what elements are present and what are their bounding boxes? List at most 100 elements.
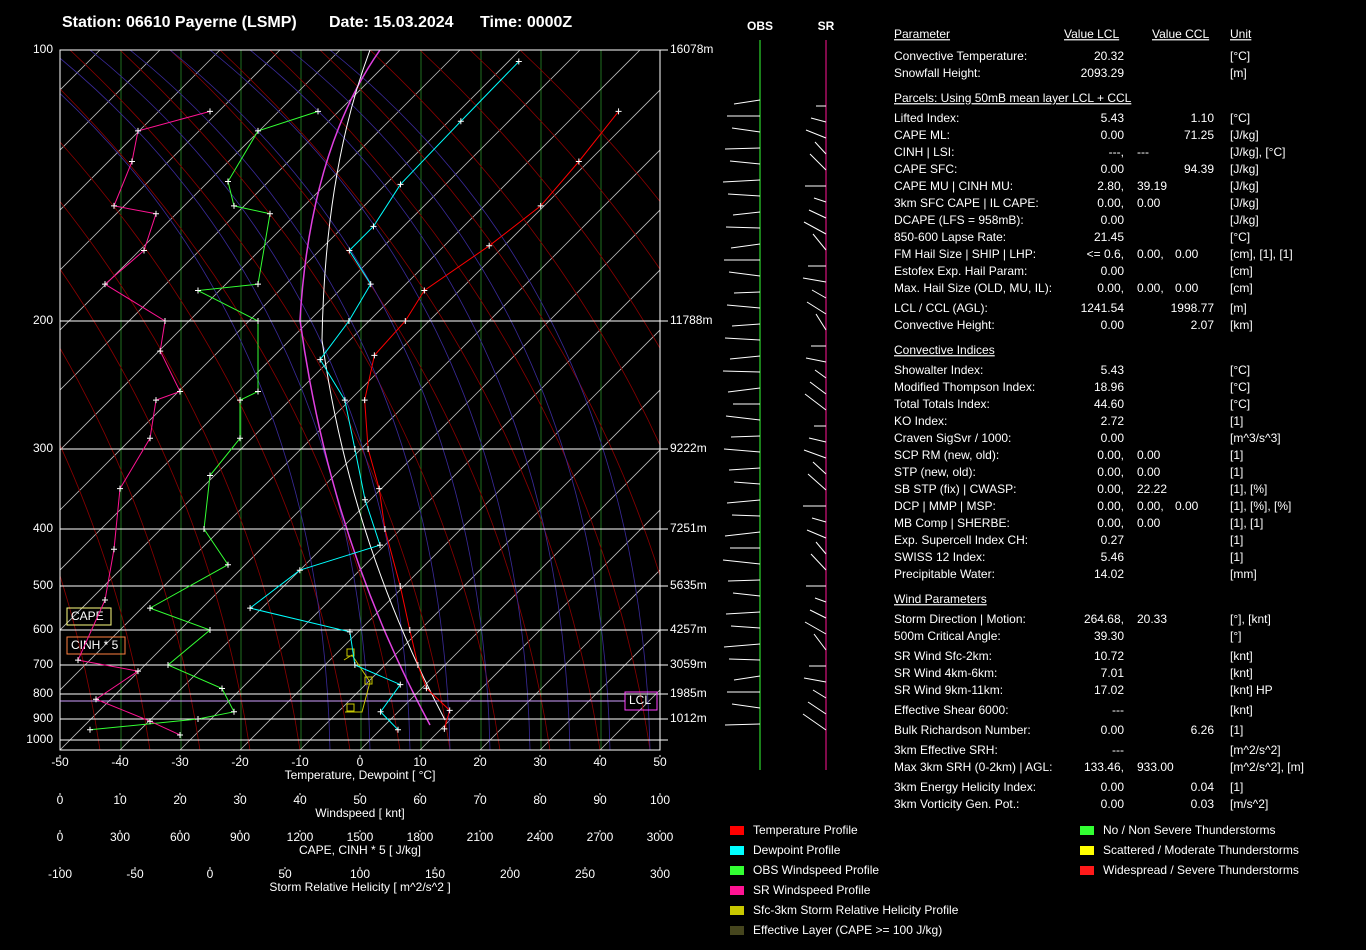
- wind-profile-point: [135, 668, 141, 675]
- legend-entry: Sfc-3km Storm Relative Helicity Profile: [753, 903, 959, 917]
- windspeed-tick-label: 80: [533, 793, 547, 807]
- sr-barb: [810, 117, 827, 123]
- param-label: LCL / CCL (AGL):: [894, 301, 988, 315]
- param-unit: [mm]: [1230, 567, 1257, 581]
- windspeed-tick-label: 20: [173, 793, 187, 807]
- table-header: Value LCL: [1064, 27, 1119, 41]
- legend-swatch: [730, 906, 744, 915]
- skew-line: [60, 50, 521, 511]
- param-value: 0.00: [1101, 128, 1125, 142]
- dry-adiabat: [69, 50, 451, 750]
- obs-barb: [732, 211, 761, 216]
- srh-tick-label: 200: [500, 867, 520, 881]
- cape-box: [66, 607, 112, 626]
- cape-tick-label: 300: [110, 830, 130, 844]
- dry-adiabat: [169, 50, 551, 750]
- srh-tick-label: 50: [278, 867, 292, 881]
- windspeed-tick-label: 90: [593, 793, 607, 807]
- obs-barb: [731, 514, 761, 517]
- dry-adiabat: [60, 141, 351, 750]
- legend-entry: OBS Windspeed Profile: [753, 863, 879, 877]
- param-label: Max. Hail Size (OLD, MU, IL):: [894, 281, 1052, 295]
- skew-line: [60, 50, 461, 451]
- wind-profile-point: [237, 397, 243, 404]
- param-unit: [m^3/s^3]: [1230, 431, 1281, 445]
- date: Date: 15.03.2024: [329, 14, 454, 31]
- param-value: 0.00,: [1097, 482, 1124, 496]
- skew-line: [60, 50, 401, 391]
- param-label: Precipitable Water:: [894, 567, 995, 581]
- thermo-profile-point: [317, 356, 324, 363]
- moist-adiabat: [209, 50, 531, 750]
- diagram: 100200300400500600700800900100016078m117…: [26, 19, 1304, 937]
- wind-profile-point: [255, 318, 261, 324]
- wind-profile-point: [201, 526, 207, 532]
- obs-barb: [727, 579, 761, 582]
- srh-tick-label: 250: [575, 867, 595, 881]
- cape-tick-label: 900: [230, 830, 250, 844]
- param-unit: [°C]: [1230, 380, 1250, 394]
- param-value: 18.96: [1094, 380, 1124, 394]
- srh-marker: [364, 676, 373, 685]
- param-unit: [°C]: [1230, 230, 1250, 244]
- thermo-profile-point: [414, 662, 421, 668]
- obs-barb: [722, 179, 761, 183]
- param-ccl: 6.26: [1191, 723, 1215, 737]
- param-value: 39.19: [1137, 179, 1167, 193]
- wind-profile-point: [231, 708, 237, 715]
- param-value: 5.43: [1101, 363, 1125, 377]
- thermo-profile-point: [615, 108, 622, 115]
- thermo-profile-point: [486, 242, 493, 249]
- param-value: 0.00: [1175, 247, 1199, 261]
- param-value: 5.43: [1101, 111, 1125, 125]
- skew-line: [60, 50, 341, 331]
- cinh-box: [66, 636, 126, 655]
- param-value: 10.72: [1094, 649, 1124, 663]
- param-ccl: 2.07: [1191, 318, 1215, 332]
- param-unit: [°], [knt]: [1230, 612, 1271, 626]
- moist-adiabat: [329, 50, 651, 750]
- windspeed-tick-label: 30: [233, 793, 247, 807]
- obs-barb: [733, 99, 761, 105]
- obs-barb: [726, 304, 761, 309]
- srh-tick-label: 100: [350, 867, 370, 881]
- wind-profile-point: [141, 247, 147, 254]
- height-label: 16078m: [670, 42, 713, 56]
- dry-adiabat: [60, 88, 401, 750]
- param-value: 0.00: [1137, 448, 1161, 462]
- thermo-profile-point: [397, 681, 404, 688]
- wind-profile-point: [219, 685, 225, 692]
- param-value: 0.00: [1101, 797, 1125, 811]
- param-unit: [cm], [1], [1]: [1230, 247, 1293, 261]
- pressure-label: 200: [33, 313, 53, 327]
- wind-profile-point: [225, 178, 231, 185]
- skew-line: [60, 89, 660, 691]
- obs-barb: [730, 625, 761, 629]
- section-title: Wind Parameters: [894, 592, 987, 606]
- skew-line: [479, 569, 660, 750]
- param-label: SR Wind 4km-6km:: [894, 666, 997, 680]
- obs-barb: [733, 291, 761, 294]
- param-unit: [1], [%], [%]: [1230, 499, 1291, 513]
- param-label: CAPE ML:: [894, 128, 950, 142]
- param-value: 0.00,: [1097, 281, 1124, 295]
- param-label: 3km Vorticity Gen. Pot.:: [894, 797, 1019, 811]
- sr-barb: [814, 141, 827, 155]
- param-unit: [knt]: [1230, 649, 1253, 663]
- sr-barb: [806, 529, 827, 539]
- lcl-box: [624, 691, 658, 711]
- cape-tick-label: 2400: [527, 830, 554, 844]
- diagram-background: [60, 50, 660, 750]
- height-label: 3059m: [670, 657, 707, 671]
- cape-tick-label: 1800: [407, 830, 434, 844]
- dry-adiabat: [60, 268, 251, 750]
- temperature-tick-label: -30: [171, 755, 189, 769]
- obs-barb: [724, 147, 761, 150]
- temperature-tick-label: -20: [231, 755, 249, 769]
- thermo-profile-point: [457, 118, 464, 125]
- obs-barb: [725, 226, 761, 229]
- parcel-curve: [299, 50, 431, 726]
- pressure-label: 500: [33, 578, 53, 592]
